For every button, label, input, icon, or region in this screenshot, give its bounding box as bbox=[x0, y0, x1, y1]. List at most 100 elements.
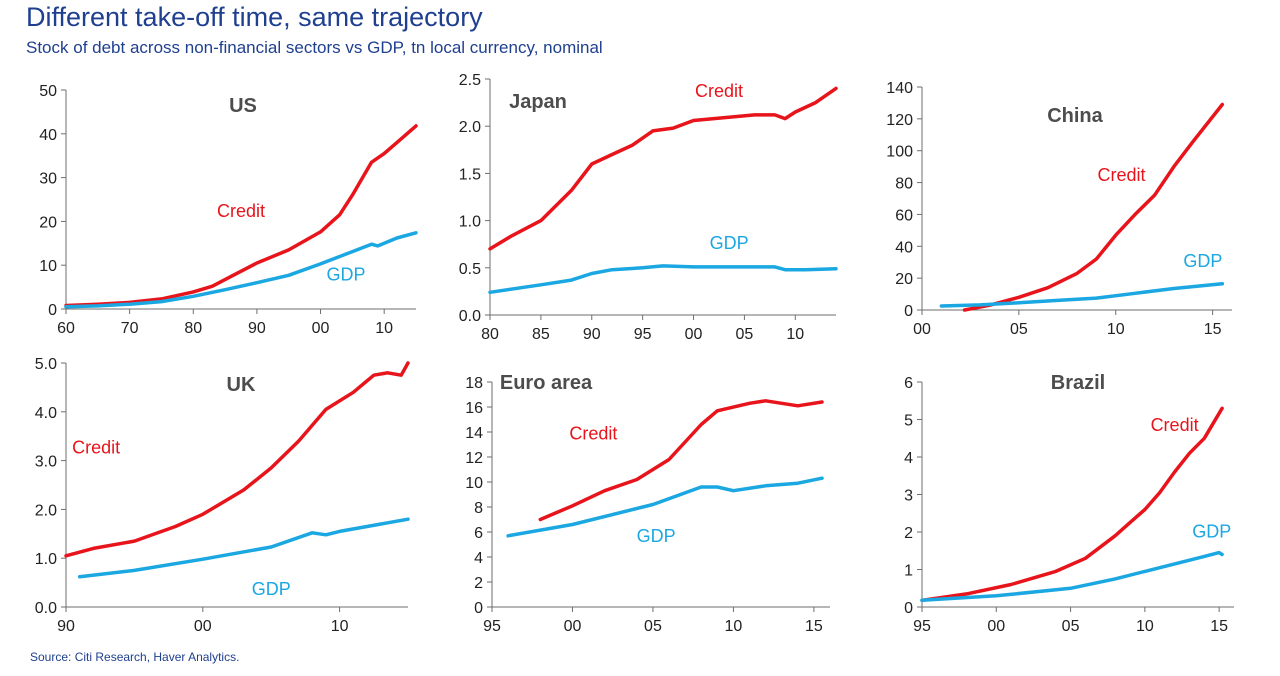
brazil-y-tick-label: 6 bbox=[904, 375, 913, 392]
uk-credit-label: Credit bbox=[72, 437, 120, 457]
brazil-gdp-line bbox=[920, 550, 1224, 603]
china-y-tick-label: 120 bbox=[886, 112, 913, 129]
us-x-tick-label: 10 bbox=[375, 320, 393, 337]
us-x-tick-label: 00 bbox=[312, 320, 330, 337]
us-gdp-line bbox=[64, 231, 418, 309]
us-credit-line bbox=[64, 124, 418, 308]
brazil-x-tick-label: 00 bbox=[987, 618, 1005, 635]
china-gdp-line bbox=[939, 281, 1225, 308]
euro-area-y-tick-label: 6 bbox=[474, 525, 483, 542]
chart-us: 0 10 20 30 40 50 60 70 80 90 00 10 Credit GDP US bbox=[39, 83, 418, 337]
uk-y-tick-label: 2.0 bbox=[35, 502, 57, 519]
chart-japan: 0.0 0.5 1.0 1.5 2.0 2.5 80 85 90 95 00 05 10 Credit GD… bbox=[459, 72, 838, 343]
japan-y-tick-label: 0.0 bbox=[459, 308, 481, 325]
japan-x-tick-label: 85 bbox=[532, 326, 550, 343]
china-x-tick-label: 10 bbox=[1107, 321, 1125, 338]
us-x-tick-label: 60 bbox=[57, 320, 75, 337]
chart-china: 0 20 40 60 80 100 120 140 00 05 10 15 Credit GDP China bbox=[886, 80, 1232, 338]
japan-x-tick-label: 95 bbox=[634, 326, 652, 343]
euro-area-y-tick-label: 0 bbox=[474, 600, 483, 617]
brazil-x-tick-label: 05 bbox=[1062, 618, 1080, 635]
japan-y-tick-label: 2.0 bbox=[459, 119, 481, 136]
us-y-tick-label: 10 bbox=[39, 258, 57, 275]
euro-area-y-tick-label: 16 bbox=[465, 400, 483, 417]
us-y-tick-label: 0 bbox=[48, 302, 57, 319]
japan-x-tick-label: 90 bbox=[583, 326, 601, 343]
euro-area-gdp-label: GDP bbox=[637, 526, 676, 546]
us-y-tick-label: 20 bbox=[39, 214, 57, 231]
china-x-tick-label: 05 bbox=[1010, 321, 1028, 338]
brazil-y-tick-label: 3 bbox=[904, 488, 913, 505]
china-credit-label: Credit bbox=[1098, 165, 1146, 185]
china-gdp-label: GDP bbox=[1183, 251, 1222, 271]
brazil-x-tick-label: 95 bbox=[913, 618, 931, 635]
japan-x-tick-label: 80 bbox=[481, 326, 499, 343]
euro-area-y-tick-label: 12 bbox=[465, 450, 483, 467]
uk-gdp-label: GDP bbox=[252, 579, 291, 599]
brazil-y-tick-label: 2 bbox=[904, 525, 913, 542]
china-y-tick-label: 140 bbox=[886, 80, 913, 97]
source-note: Source: Citi Research, Haver Analytics. bbox=[30, 650, 240, 664]
euro-area-y-tick-label: 10 bbox=[465, 475, 483, 492]
uk-x-tick-label: 00 bbox=[194, 618, 212, 635]
euro-area-credit-label: Credit bbox=[569, 424, 617, 444]
china-y-tick-label: 100 bbox=[886, 144, 913, 161]
chart-euro-area: 0 2 4 6 8 10 12 14 16 18 95 00 05 10 15 Credit GDP Euro a… bbox=[465, 372, 830, 635]
us-y-tick-label: 30 bbox=[39, 171, 57, 188]
china-y-tick-label: 20 bbox=[895, 271, 913, 288]
china-y-tick-label: 0 bbox=[904, 303, 913, 320]
japan-credit-label: Credit bbox=[695, 81, 743, 101]
japan-x-tick-label: 00 bbox=[685, 326, 703, 343]
china-credit-line bbox=[962, 102, 1225, 312]
brazil-credit-line bbox=[920, 406, 1224, 603]
japan-y-tick-label: 1.0 bbox=[459, 214, 481, 231]
us-x-tick-label: 90 bbox=[248, 320, 266, 337]
uk-gdp-line bbox=[77, 517, 410, 579]
euro-area-x-tick-label: 10 bbox=[725, 618, 743, 635]
brazil-y-tick-label: 5 bbox=[904, 413, 913, 430]
japan-gdp-line bbox=[488, 264, 838, 295]
brazil-y-tick-label: 0 bbox=[904, 600, 913, 617]
chart-brazil: 0 1 2 3 4 5 6 95 00 05 10 15 Credit GDP Brazil bbox=[904, 372, 1234, 635]
euro-area-x-tick-label: 95 bbox=[483, 618, 501, 635]
uk-panel-title: UK bbox=[227, 374, 256, 396]
china-panel-title: China bbox=[1047, 105, 1103, 127]
brazil-panel-title: Brazil bbox=[1051, 372, 1105, 394]
japan-x-tick-label: 10 bbox=[786, 326, 804, 343]
japan-gdp-label: GDP bbox=[710, 233, 749, 253]
brazil-x-tick-label: 10 bbox=[1136, 618, 1154, 635]
euro-area-y-tick-label: 18 bbox=[465, 375, 483, 392]
us-panel-title: US bbox=[229, 95, 257, 117]
brazil-y-tick-label: 4 bbox=[904, 450, 913, 467]
uk-y-tick-label: 4.0 bbox=[35, 405, 57, 422]
euro-area-panel-title: Euro area bbox=[500, 372, 593, 394]
us-x-tick-label: 70 bbox=[121, 320, 139, 337]
china-y-tick-label: 80 bbox=[895, 176, 913, 193]
us-y-tick-label: 50 bbox=[39, 83, 57, 100]
euro-area-gdp-line bbox=[506, 476, 824, 538]
euro-area-x-tick-label: 15 bbox=[805, 618, 823, 635]
euro-area-credit-line bbox=[538, 399, 824, 522]
chart-uk: 0.0 1.0 2.0 3.0 4.0 5.0 90 00 10 Credit GDP UK bbox=[35, 356, 410, 635]
us-y-tick-label: 40 bbox=[39, 127, 57, 144]
brazil-credit-label: Credit bbox=[1151, 415, 1199, 435]
euro-area-y-tick-label: 14 bbox=[465, 425, 483, 442]
japan-credit-line bbox=[488, 86, 838, 251]
uk-y-tick-label: 1.0 bbox=[35, 551, 57, 568]
us-x-tick-label: 80 bbox=[184, 320, 202, 337]
euro-area-y-tick-label: 8 bbox=[474, 500, 483, 517]
euro-area-y-tick-label: 2 bbox=[474, 575, 483, 592]
brazil-gdp-label: GDP bbox=[1192, 522, 1231, 542]
uk-credit-line bbox=[64, 361, 410, 558]
euro-area-x-tick-label: 05 bbox=[644, 618, 662, 635]
china-y-tick-label: 40 bbox=[895, 239, 913, 256]
japan-x-tick-label: 05 bbox=[736, 326, 754, 343]
japan-y-tick-label: 2.5 bbox=[459, 72, 481, 89]
brazil-x-tick-label: 15 bbox=[1210, 618, 1228, 635]
china-y-tick-label: 60 bbox=[895, 207, 913, 224]
uk-x-tick-label: 90 bbox=[57, 618, 75, 635]
china-x-tick-label: 15 bbox=[1204, 321, 1222, 338]
japan-panel-title: Japan bbox=[509, 91, 567, 113]
japan-y-tick-label: 0.5 bbox=[459, 261, 481, 278]
us-gdp-label: GDP bbox=[326, 265, 365, 285]
